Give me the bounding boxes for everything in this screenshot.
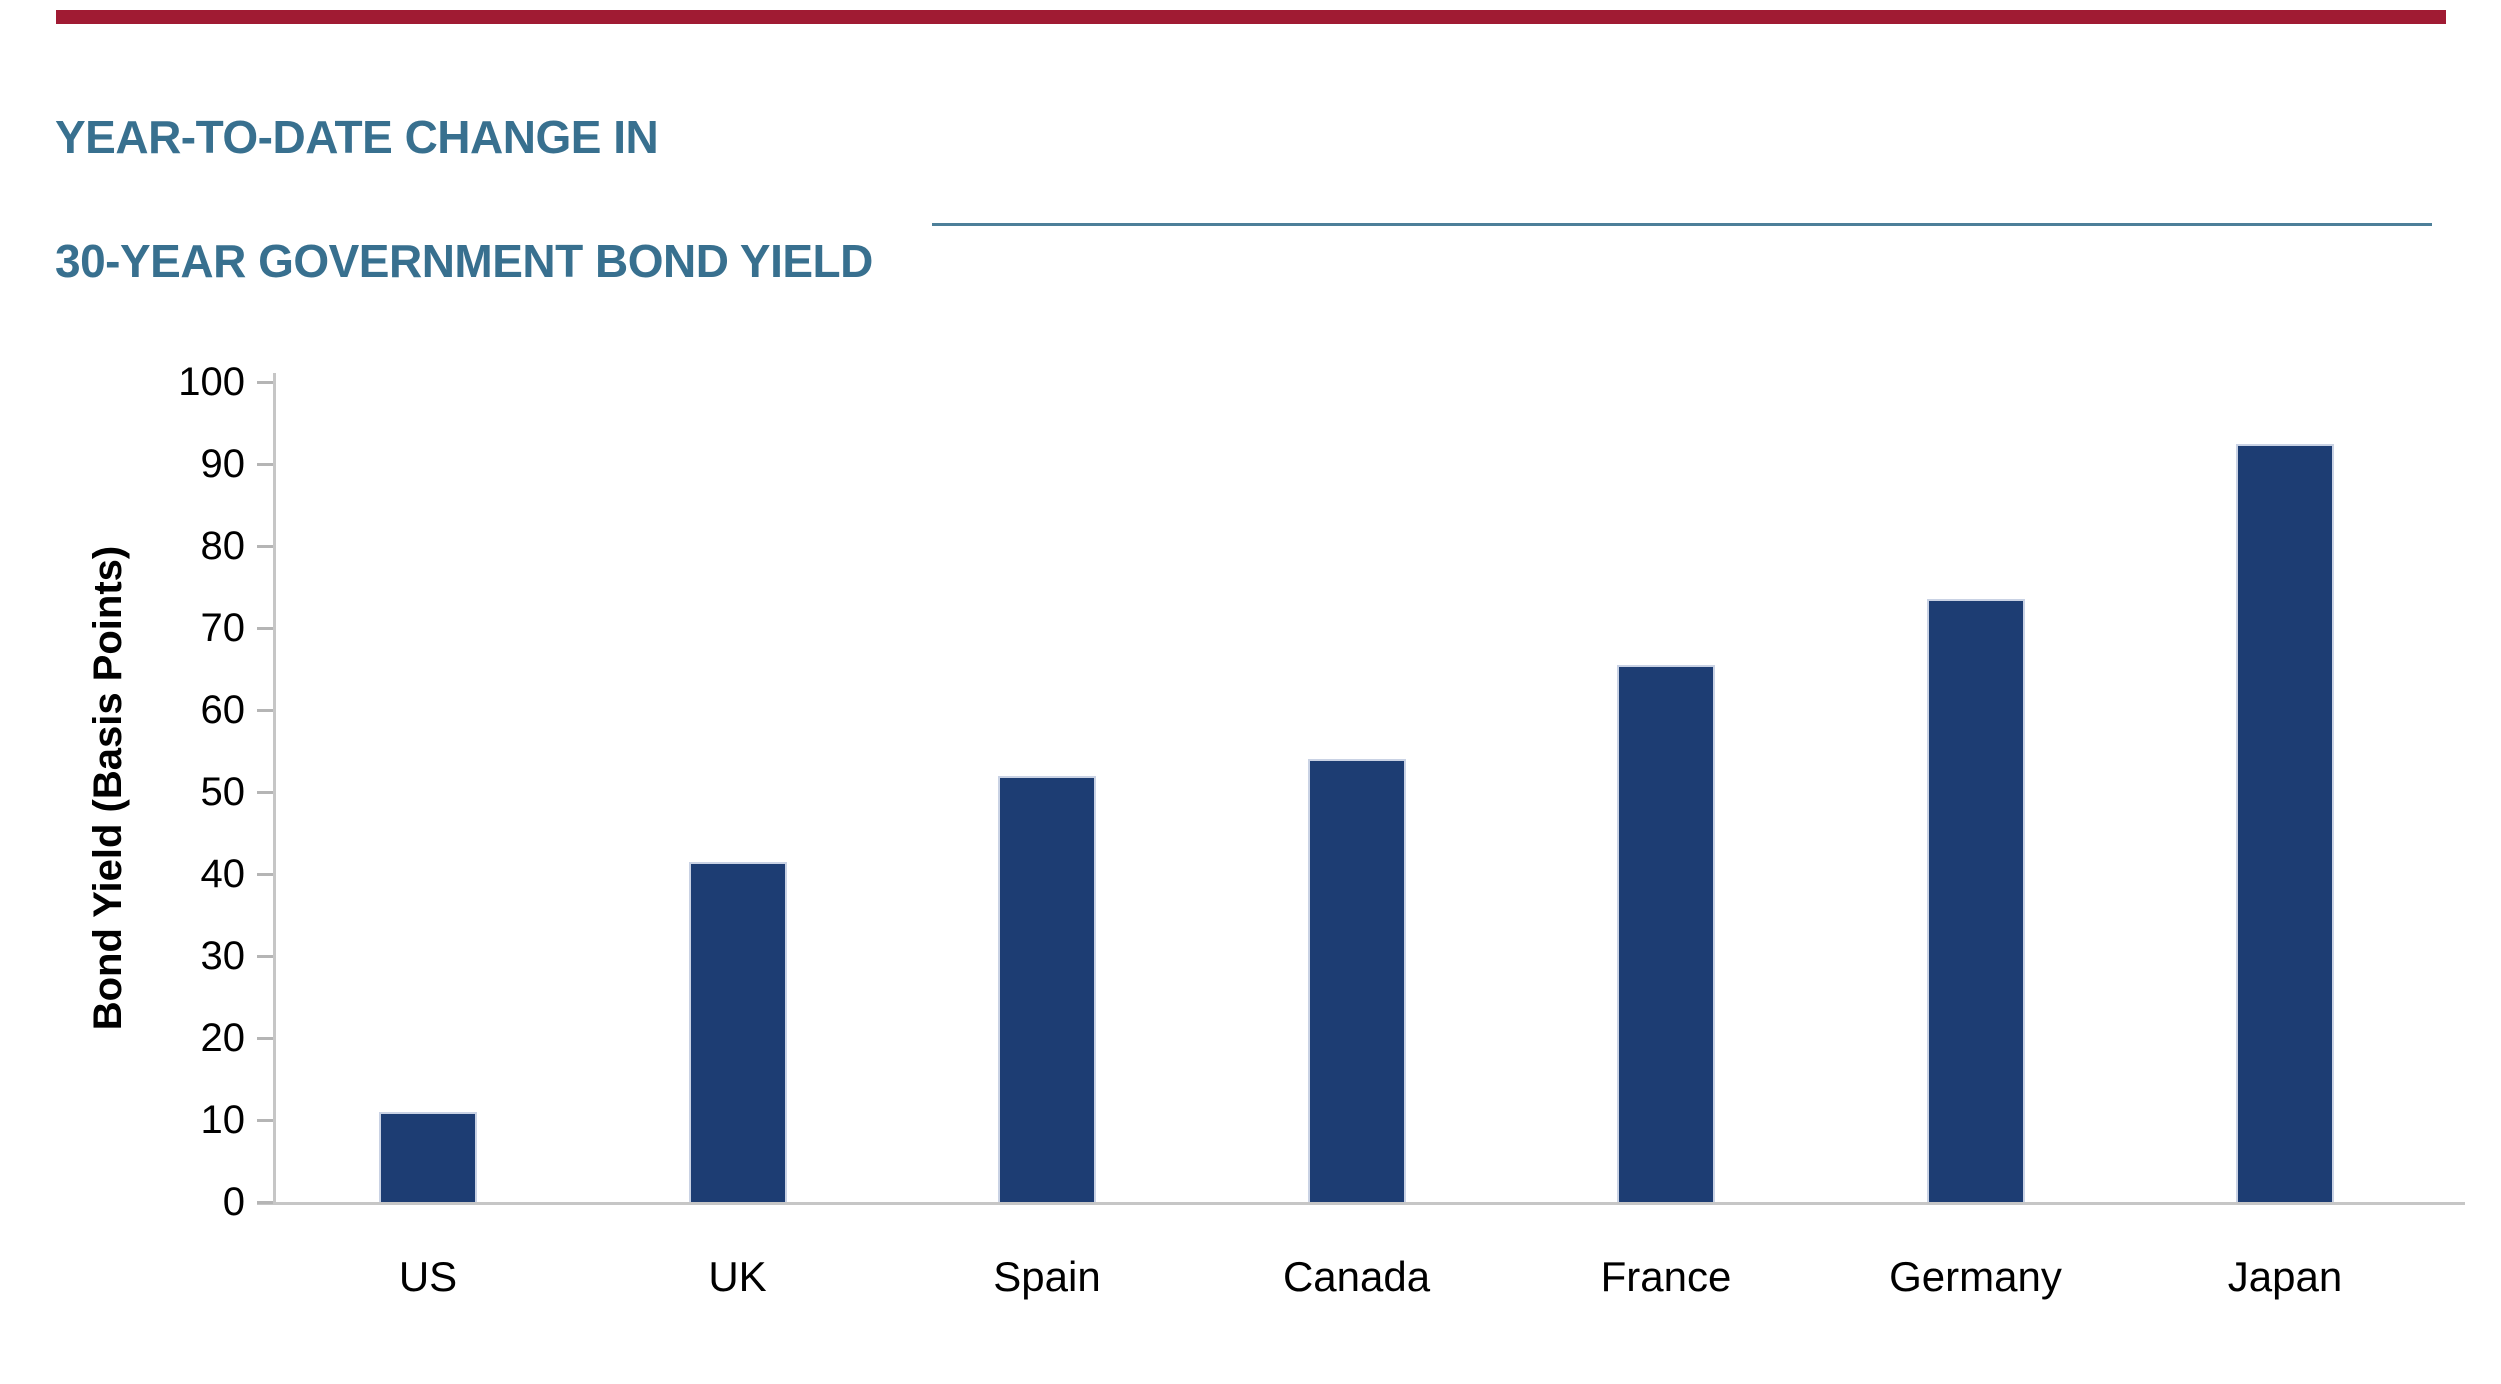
y-tick-label: 30 xyxy=(200,934,246,978)
y-tick-mark xyxy=(257,955,273,958)
y-tick-label: 90 xyxy=(200,442,246,486)
y-tick-label: 60 xyxy=(200,688,246,732)
bar-germany xyxy=(1926,599,2025,1202)
y-tick-label: 80 xyxy=(200,524,246,568)
y-axis-line xyxy=(273,373,276,1205)
x-category-label: France xyxy=(1600,1253,1732,1300)
y-tick-mark xyxy=(257,873,273,876)
brand-top-rule xyxy=(56,10,2446,24)
y-tick-mark xyxy=(257,545,273,548)
chart-title-line1: YEAR-TO-DATE CHANGE IN xyxy=(55,111,659,163)
y-tick-mark xyxy=(257,791,273,794)
bar-us xyxy=(379,1112,477,1202)
y-tick-mark xyxy=(257,709,273,712)
y-tick-label: 20 xyxy=(200,1016,246,1060)
x-category-label: Canada xyxy=(1282,1253,1431,1300)
x-category-label: US xyxy=(398,1253,458,1300)
y-tick-label: 100 xyxy=(178,360,245,404)
bar-france xyxy=(1617,665,1715,1202)
bar-uk xyxy=(688,862,787,1202)
y-tick-label: 50 xyxy=(200,770,246,814)
y-tick-mark xyxy=(257,627,273,630)
bar-japan xyxy=(2236,444,2334,1202)
y-tick-mark xyxy=(257,1119,273,1122)
title-underline-rule xyxy=(932,223,2432,226)
chart-title-line2: 30-YEAR GOVERNMENT BOND YIELD xyxy=(55,235,873,287)
y-tick-mark xyxy=(257,1037,273,1040)
x-category-label: UK xyxy=(708,1253,767,1300)
x-category-label: Germany xyxy=(1889,1253,2062,1300)
y-tick-label: 0 xyxy=(222,1180,245,1224)
chart-title: YEAR-TO-DATE CHANGE IN 30-YEAR GOVERNMEN… xyxy=(55,106,873,292)
y-tick-label: 70 xyxy=(200,606,246,650)
x-category-label: Japan xyxy=(2227,1253,2343,1300)
x-category-label: Spain xyxy=(993,1253,1101,1300)
y-tick-label: 40 xyxy=(200,852,246,896)
y-tick-label: 10 xyxy=(200,1098,246,1142)
bar-spain xyxy=(998,776,1096,1202)
y-tick-mark xyxy=(257,1201,273,1204)
y-tick-mark xyxy=(257,463,273,466)
bar-canada xyxy=(1307,759,1406,1202)
y-tick-mark xyxy=(257,381,273,384)
x-axis-line xyxy=(257,1202,2465,1205)
